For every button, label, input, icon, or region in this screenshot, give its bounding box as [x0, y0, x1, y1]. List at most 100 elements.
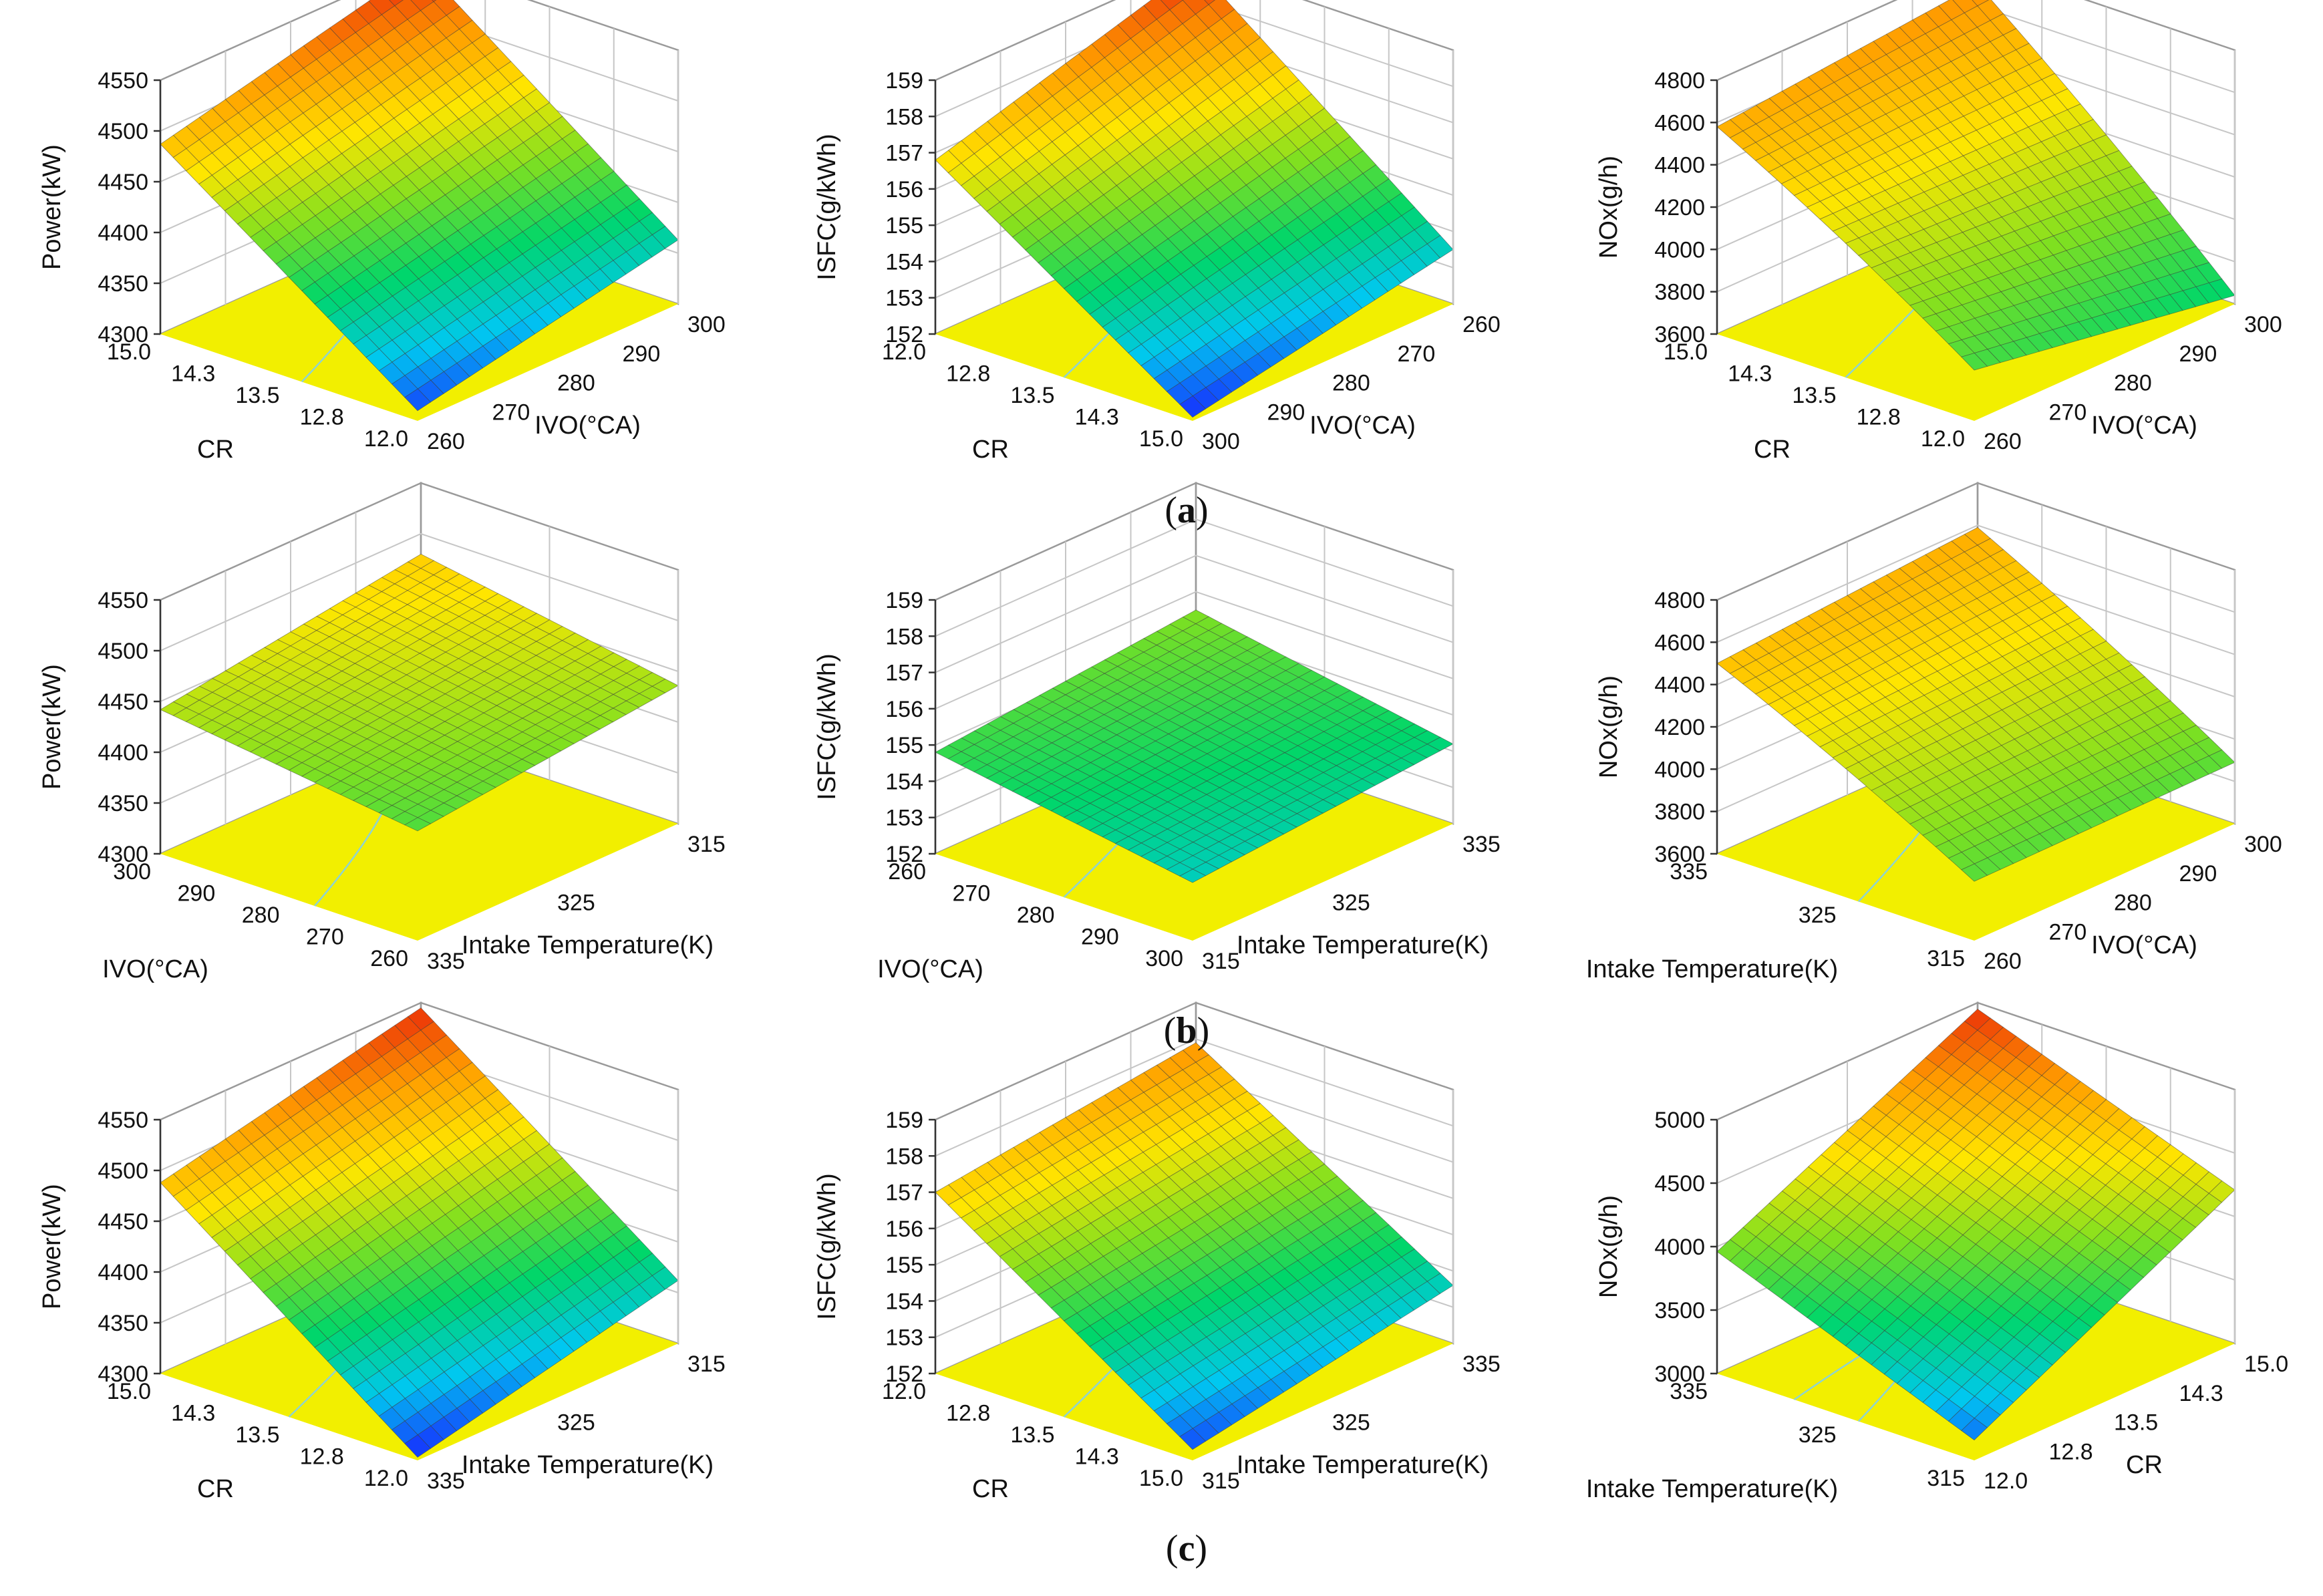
v-tick-label: 300: [2244, 832, 2282, 857]
z-tick-label: 157: [885, 141, 923, 166]
z-tick-label: 4400: [98, 1260, 148, 1285]
z-tick-label: 152: [885, 1362, 923, 1387]
response-surface: [935, 1042, 1454, 1450]
u-axis-label: IVO(°CA): [102, 955, 208, 983]
v-tick-label: 13.5: [2114, 1410, 2158, 1436]
u-tick-label: 325: [1799, 903, 1837, 928]
v-tick-label: 335: [427, 1468, 465, 1494]
u-tick-label: 12.0: [882, 339, 926, 365]
z-tick-label: 152: [885, 322, 923, 347]
surface-plot-b1: 4300 4350 4400 4450 4500 4550 Power(kW) 300 290 2…: [38, 482, 726, 983]
u-tick-label: 14.3: [1075, 405, 1119, 430]
u-axis-label: IVO(°CA): [877, 955, 983, 983]
z-tick-label: 4400: [1654, 153, 1705, 178]
surface-cell: [404, 1434, 432, 1458]
u-tick-label: 260: [888, 859, 926, 885]
surface-plot-c1: 4300 4350 4400 4450 4500 4550 Power(kW) 15.0 14.…: [38, 1001, 726, 1503]
z-tick-label: 4450: [98, 170, 148, 195]
z-tick-label: 4550: [98, 68, 148, 94]
v-tick-label: 260: [1462, 312, 1501, 337]
u-tick-label: 335: [1670, 859, 1708, 885]
u-tick-label: 270: [306, 925, 344, 950]
z-gridline: [935, 518, 1454, 637]
z-tick-label: 4550: [98, 588, 148, 613]
z-tick-label: 3000: [1654, 1362, 1705, 1387]
caption-b: (b): [1164, 1010, 1209, 1052]
v-tick-label: 290: [2179, 341, 2217, 367]
z-axis-label: ISFC(g/kWh): [813, 653, 841, 800]
z-tick-label: 153: [885, 286, 923, 311]
surface-plot-b2: 152 153 154 155 156 157 158 159 ISFC(g/kWh) 260 27…: [813, 482, 1501, 983]
surface-cell: [1961, 1418, 1988, 1441]
u-tick-label: 12.0: [364, 1466, 408, 1491]
z-tick-label: 4500: [98, 119, 148, 144]
z-tick-label: 4300: [98, 1362, 148, 1387]
u-tick-label: 270: [953, 881, 991, 907]
u-tick-label: 15.0: [1664, 339, 1708, 365]
z-tick-label: 152: [885, 842, 923, 867]
v-tick-label: 260: [427, 429, 465, 454]
u-tick-label: 300: [1145, 946, 1183, 971]
v-axis-label: IVO(°CA): [2091, 412, 2197, 440]
v-tick-label: 14.3: [2179, 1381, 2223, 1406]
z-tick-label: 4800: [1654, 588, 1705, 613]
response-surface: [160, 1007, 679, 1458]
u-axis-label: CR: [972, 1475, 1009, 1503]
u-tick-label: 315: [1927, 946, 1965, 971]
z-tick-label: 4000: [1654, 757, 1705, 782]
z-tick-label: 158: [885, 624, 923, 649]
z-tick-label: 155: [885, 1253, 923, 1278]
z-tick-label: 4500: [98, 639, 148, 664]
u-tick-label: 315: [1927, 1466, 1965, 1491]
z-tick-label: 155: [885, 733, 923, 758]
z-tick-label: 4550: [98, 1108, 148, 1133]
z-tick-label: 158: [885, 104, 923, 130]
z-tick-label: 4200: [1654, 715, 1705, 740]
response-surface: [160, 553, 679, 832]
z-tick-label: 159: [885, 68, 923, 94]
u-tick-label: 13.5: [235, 1422, 279, 1448]
v-axis-label: Intake Temperature(K): [1237, 931, 1489, 959]
u-tick-label: 15.0: [1139, 426, 1183, 452]
v-tick-label: 260: [1984, 949, 2022, 974]
z-axis-label: NOx(g/h): [1595, 156, 1623, 259]
v-tick-label: 335: [1462, 1351, 1501, 1377]
u-tick-label: 12.8: [946, 361, 990, 387]
u-axis-label: Intake Temperature(K): [1586, 1475, 1838, 1503]
v-tick-label: 270: [492, 400, 530, 425]
u-tick-label: 14.3: [1728, 361, 1772, 387]
u-tick-label: 12.0: [1921, 426, 1965, 452]
z-tick-label: 4200: [1654, 195, 1705, 220]
u-tick-label: 325: [1799, 1422, 1837, 1448]
v-tick-label: 325: [1332, 1410, 1370, 1436]
surface-plot-a3: 3600 3800 4000 4200 4400 4600 4800 NOx(g/h) 15.0…: [1595, 0, 2282, 464]
z-tick-label: 156: [885, 177, 923, 202]
surface-plot-b3: 3600 3800 4000 4200 4400 4600 4800 NOx(g/h) 335 3…: [1586, 482, 2282, 983]
u-tick-label: 13.5: [1010, 1422, 1054, 1448]
z-tick-label: 153: [885, 1325, 923, 1351]
z-tick-label: 4350: [98, 1311, 148, 1336]
floor-projection: [160, 737, 678, 941]
u-tick-label: 290: [178, 881, 216, 907]
z-tick-label: 154: [885, 1289, 923, 1314]
response-surface: [1716, 1008, 2235, 1441]
u-tick-label: 13.5: [1010, 383, 1054, 408]
v-tick-label: 315: [687, 832, 726, 857]
z-tick-label: 4450: [98, 689, 148, 715]
u-tick-label: 280: [242, 903, 280, 928]
z-tick-label: 154: [885, 769, 923, 794]
v-tick-label: 270: [2049, 400, 2087, 425]
v-tick-label: 12.0: [1984, 1468, 2028, 1494]
response-surface: [160, 0, 679, 412]
v-tick-label: 270: [1398, 341, 1436, 367]
z-axis-label: ISFC(g/kWh): [813, 1173, 841, 1320]
v-tick-label: 12.8: [2049, 1439, 2093, 1464]
caption-c: (c): [1166, 1528, 1207, 1569]
v-tick-label: 300: [2244, 312, 2282, 337]
z-tick-label: 4000: [1654, 1235, 1705, 1260]
v-tick-label: 280: [2114, 891, 2152, 916]
z-tick-label: 4600: [1654, 110, 1705, 136]
z-tick-label: 3600: [1654, 842, 1705, 867]
u-axis-label: CR: [972, 436, 1009, 464]
surface-plot-c3: 3000 3500 4000 4500 5000 NOx(g/h) 335 325 315 Int…: [1586, 1001, 2288, 1503]
